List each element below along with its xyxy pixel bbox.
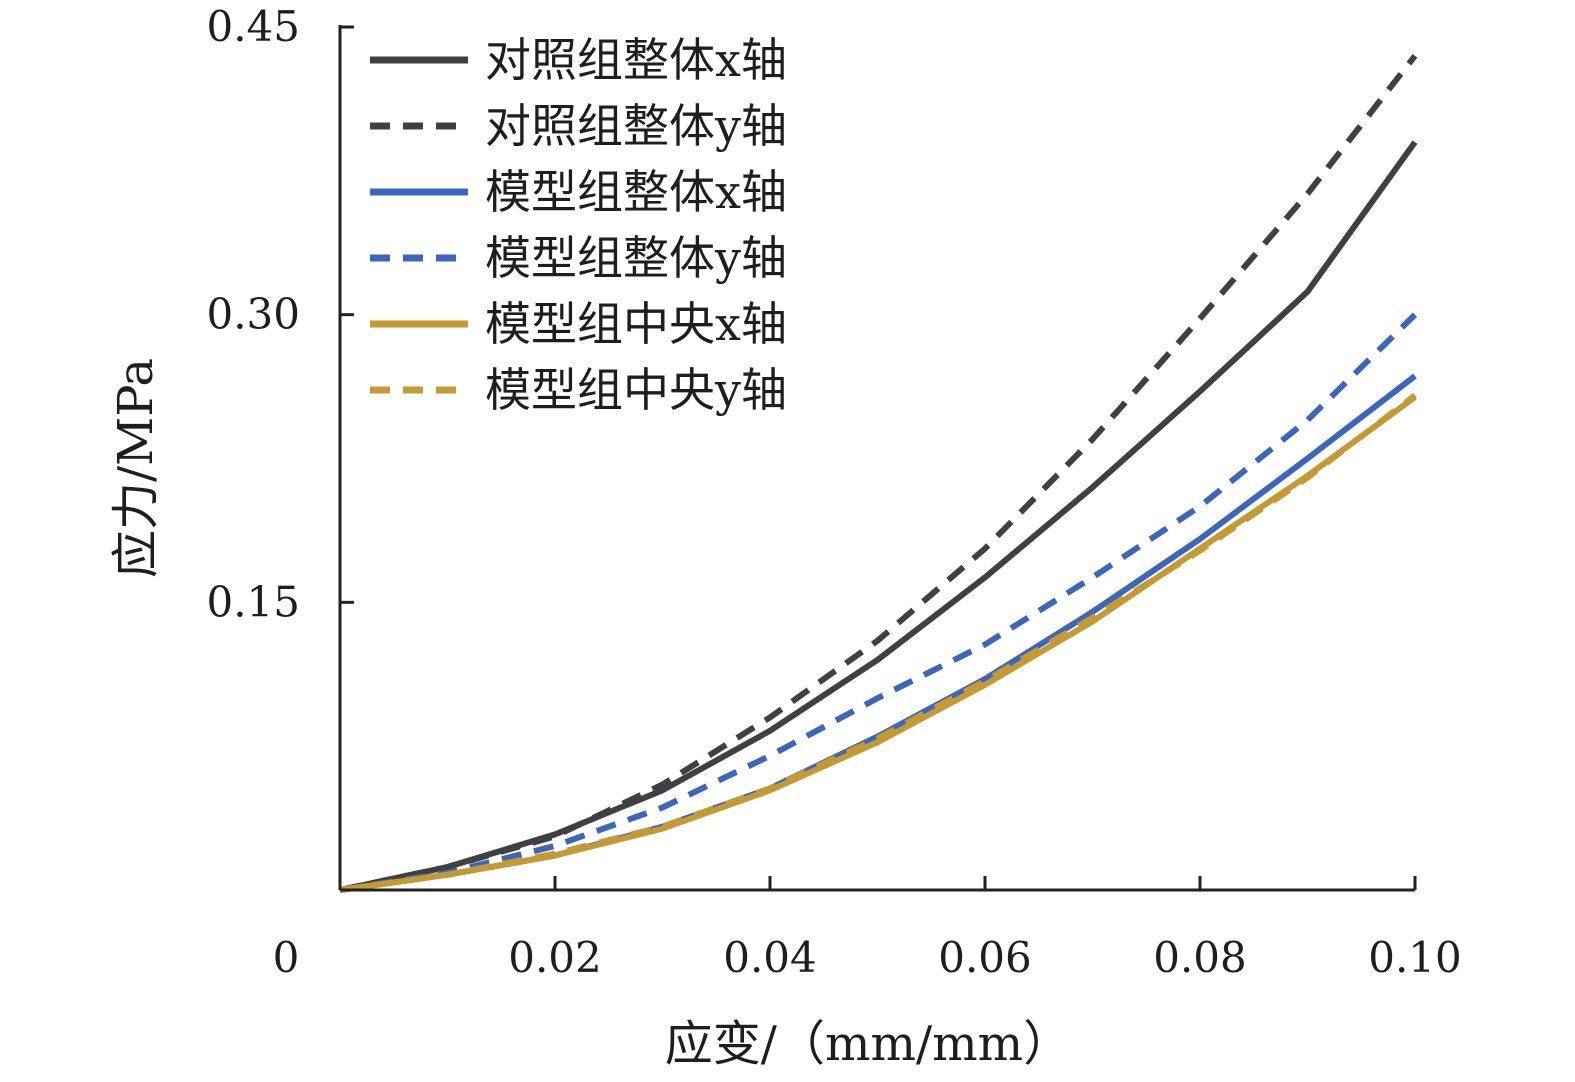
series-layer [339,53,1418,893]
legend-label: 对照组整体y轴 [485,99,787,153]
y-tick-label: 0.45 [206,2,300,51]
y-tick-label: 0.30 [206,290,300,339]
x-tick-label: 0.04 [723,933,817,982]
tick-labels: 0.15 0.30 0.45 0 0.02 0.04 0.06 0.08 0.10 [206,2,1461,982]
legend-label: 模型组中央y轴 [485,363,787,417]
x-tick-label: 0.02 [508,933,602,982]
series-line-4 [339,312,1418,893]
x-tick-label: 0.08 [1153,933,1247,982]
x-tick-label: 0 [273,933,300,982]
x-tick-label: 0.10 [1368,933,1462,982]
legend-entry: 模型组整体x轴 [370,165,787,219]
axes-layer [338,25,1417,892]
series-line-2 [339,53,1418,893]
legend-entry: 对照组整体y轴 [370,99,787,153]
legend-entry: 模型组中央x轴 [370,297,787,351]
legend-entry: 模型组中央y轴 [370,363,787,417]
y-tick-label: 0.15 [206,577,300,626]
legend: 对照组整体x轴对照组整体y轴模型组整体x轴模型组整体y轴模型组中央x轴模型组中央… [370,33,787,417]
x-tick-label: 0.06 [938,933,1032,982]
legend-label: 对照组整体x轴 [485,33,787,87]
series-line-3 [339,373,1417,893]
legend-entry: 模型组整体y轴 [370,231,787,285]
x-axis-title: 应变/（mm/mm） [665,1016,1071,1072]
y-axis-title: 应力/MPa [108,358,164,578]
legend-label: 模型组整体x轴 [485,165,787,219]
legend-label: 模型组中央x轴 [485,297,787,351]
legend-label: 模型组整体y轴 [485,231,787,285]
series-line-6 [339,392,1417,893]
legend-entry: 对照组整体x轴 [370,33,787,87]
